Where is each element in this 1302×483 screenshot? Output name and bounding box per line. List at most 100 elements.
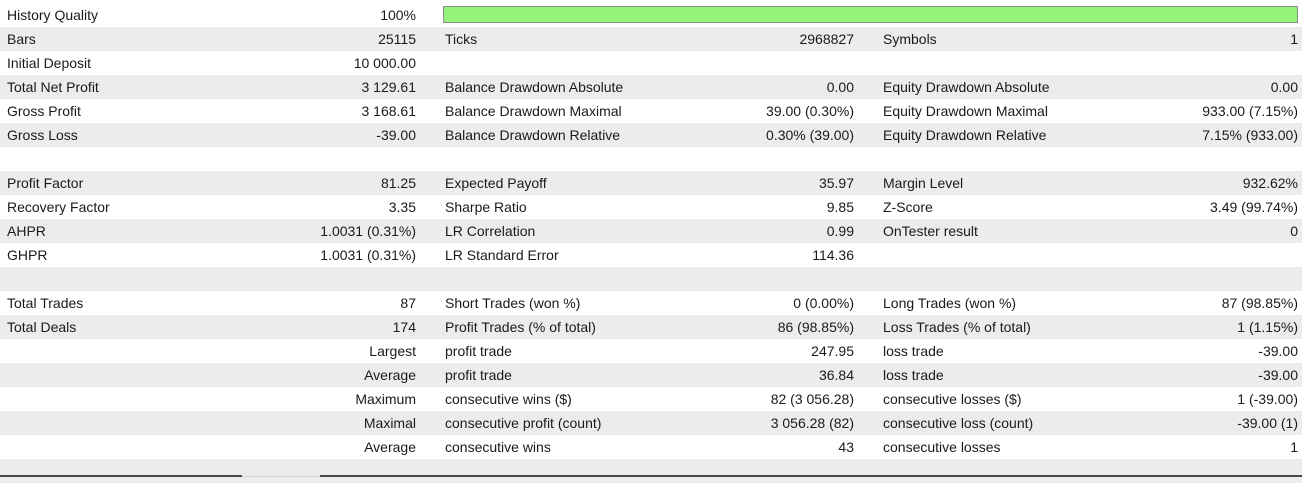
col2-value: 2968827 bbox=[799, 31, 854, 47]
col3-value bbox=[1140, 51, 1298, 75]
col3-label: Long Trades (won %) bbox=[883, 295, 1017, 311]
col2-value bbox=[700, 147, 854, 171]
col3-label: Z-Score bbox=[883, 199, 933, 215]
col1-label: AHPR bbox=[7, 223, 46, 239]
col1-value: 3 129.61 bbox=[361, 79, 417, 95]
col3-label bbox=[883, 147, 1183, 171]
col2-value: 0.00 bbox=[826, 79, 854, 95]
col1-label bbox=[7, 387, 287, 411]
col1-value bbox=[280, 267, 416, 291]
report-row: Gross Profit 3 168.61 Balance Drawdown Max… bbox=[0, 99, 1302, 123]
report-row: Total Net Profit 3 129.61 Balance Drawdown… bbox=[0, 75, 1302, 99]
col2-value: 247.95 bbox=[811, 343, 854, 359]
col1-value: Maximal bbox=[363, 415, 416, 431]
bottom-scroll-segment-left bbox=[0, 475, 242, 477]
history-quality-row: History Quality 100% bbox=[0, 3, 1302, 27]
col2-label: Balance Drawdown Maximal bbox=[445, 103, 622, 119]
col1-label: Total Trades bbox=[7, 295, 84, 311]
col2-label: consecutive profit (count) bbox=[445, 415, 602, 431]
col1-value: Maximum bbox=[355, 391, 416, 407]
report-row: AHPR 1.0031 (0.31%) LR Correlation 0.99 OnTe… bbox=[0, 219, 1302, 243]
col3-value: 87 (98.85%) bbox=[1221, 295, 1298, 311]
backtest-report: History Quality 100% Bars 25115 Ticks 29688… bbox=[0, 3, 1302, 483]
col3-value bbox=[1140, 147, 1298, 171]
col1-value: 1.0031 (0.31%) bbox=[320, 247, 416, 263]
col1-label: Recovery Factor bbox=[7, 199, 110, 215]
col2-label: Balance Drawdown Absolute bbox=[445, 79, 624, 95]
report-row: Total Deals 174 Profit Trades (% of total)… bbox=[0, 315, 1302, 339]
col1-label bbox=[7, 363, 287, 387]
col1-label bbox=[7, 411, 287, 435]
col2-label: consecutive wins ($) bbox=[445, 391, 572, 407]
col2-label: Profit Trades (% of total) bbox=[445, 319, 596, 335]
report-row: Recovery Factor 3.35 Sharpe Ratio 9.85 Z-Sco… bbox=[0, 195, 1302, 219]
col3-value: 7.15% (933.00) bbox=[1202, 127, 1298, 143]
report-row bbox=[0, 459, 1302, 483]
report-row: Average profit trade 36.84 loss trade -39.00 bbox=[0, 363, 1302, 387]
col3-value: -39.00 bbox=[1258, 367, 1298, 383]
col1-label bbox=[7, 435, 287, 459]
col2-label: Balance Drawdown Relative bbox=[445, 127, 621, 143]
col3-value bbox=[1140, 243, 1298, 267]
col1-value: 25115 bbox=[378, 31, 416, 47]
col2-value: 86 (98.85%) bbox=[777, 319, 854, 335]
col3-value: 1 (1.15%) bbox=[1237, 319, 1298, 335]
col2-value bbox=[700, 267, 854, 291]
history-quality-bar bbox=[443, 6, 1298, 23]
col3-label: Symbols bbox=[883, 31, 937, 47]
col1-value: 10 000.00 bbox=[353, 55, 416, 71]
col2-label: profit trade bbox=[445, 343, 512, 359]
col2-value bbox=[700, 459, 854, 483]
col1-label bbox=[7, 339, 287, 363]
col3-label: loss trade bbox=[883, 343, 944, 359]
col1-value: -39.00 bbox=[376, 127, 416, 143]
col2-value: 35.97 bbox=[818, 175, 854, 191]
col2-label: profit trade bbox=[445, 367, 512, 383]
col2-label: Expected Payoff bbox=[445, 175, 547, 191]
col1-label: Profit Factor bbox=[7, 175, 84, 191]
report-row bbox=[0, 267, 1302, 291]
col3-value: 932.62% bbox=[1242, 175, 1298, 191]
col1-value bbox=[280, 459, 416, 483]
col1-value: Average bbox=[364, 367, 416, 383]
history-quality-label: History Quality bbox=[7, 7, 99, 23]
col3-label bbox=[883, 243, 1183, 267]
col1-label bbox=[7, 459, 287, 483]
col1-label: Total Net Profit bbox=[7, 79, 99, 95]
col2-value: 0.99 bbox=[826, 223, 854, 239]
col3-label bbox=[883, 459, 1183, 483]
report-rows: Bars 25115 Ticks 2968827 Symbols 1 Initial Dep… bbox=[0, 27, 1302, 483]
report-row: Bars 25115 Ticks 2968827 Symbols 1 bbox=[0, 27, 1302, 51]
bottom-scroll-segment-right bbox=[320, 475, 1302, 477]
col1-value: Average bbox=[364, 439, 416, 455]
col3-label: Loss Trades (% of total) bbox=[883, 319, 1031, 335]
col1-label: Gross Profit bbox=[7, 103, 81, 119]
col1-value: 1.0031 (0.31%) bbox=[320, 223, 416, 239]
report-row: Maximum consecutive wins ($) 82 (3 056.28)… bbox=[0, 387, 1302, 411]
report-row: Average consecutive wins 43 consecutive los… bbox=[0, 435, 1302, 459]
col3-label: Equity Drawdown Absolute bbox=[883, 79, 1050, 95]
col2-value: 0 (0.00%) bbox=[793, 295, 854, 311]
report-row: Initial Deposit 10 000.00 bbox=[0, 51, 1302, 75]
col2-value: 0.30% (39.00) bbox=[766, 127, 854, 143]
report-row: GHPR 1.0031 (0.31%) LR Standard Error 114.3… bbox=[0, 243, 1302, 267]
report-row: Total Trades 87 Short Trades (won %) 0 (0.0… bbox=[0, 291, 1302, 315]
col3-value bbox=[1140, 267, 1298, 291]
col3-value: 0 bbox=[1290, 223, 1298, 239]
history-quality-value: 100% bbox=[380, 7, 416, 23]
col1-label: Total Deals bbox=[7, 319, 77, 335]
col2-value: 82 (3 056.28) bbox=[770, 391, 854, 407]
col3-label: Equity Drawdown Maximal bbox=[883, 103, 1048, 119]
col1-label bbox=[7, 147, 287, 171]
report-row: Largest profit trade 247.95 loss trade -39.0… bbox=[0, 339, 1302, 363]
col3-label: consecutive loss (count) bbox=[883, 415, 1034, 431]
col3-label: Margin Level bbox=[883, 175, 964, 191]
col1-value: 87 bbox=[400, 295, 416, 311]
col1-value: 3 168.61 bbox=[361, 103, 417, 119]
col3-value: -39.00 bbox=[1258, 343, 1298, 359]
col1-value: 81.25 bbox=[380, 175, 416, 191]
col3-value: 933.00 (7.15%) bbox=[1202, 103, 1298, 119]
col2-label: LR Correlation bbox=[445, 223, 536, 239]
col3-value: 1 bbox=[1290, 439, 1298, 455]
col1-label bbox=[7, 267, 287, 291]
